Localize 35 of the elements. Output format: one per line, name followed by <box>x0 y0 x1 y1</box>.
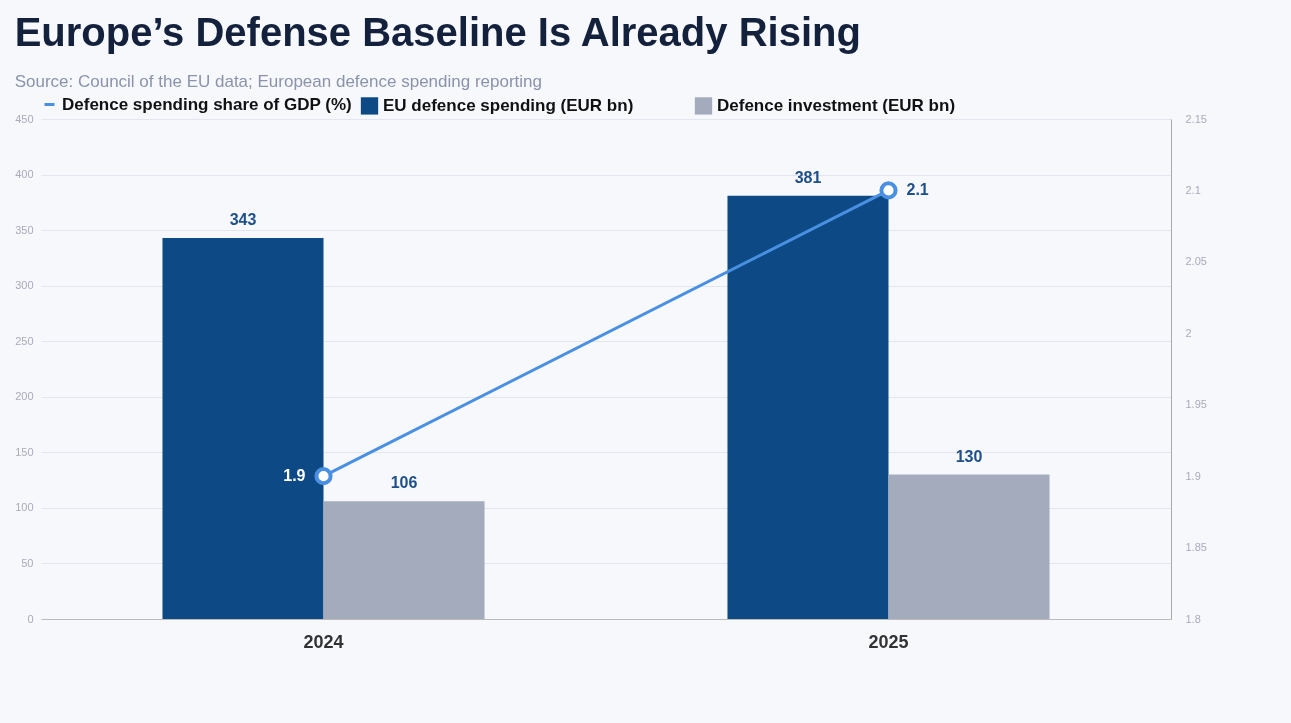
y-tick-label: 250 <box>15 334 34 347</box>
y2-tick-label: 1.8 <box>1185 612 1201 625</box>
legend-label: Defence spending share of GDP (%) <box>62 94 352 114</box>
y2-tick-label: 2.05 <box>1185 255 1207 268</box>
y2-tick-label: 1.95 <box>1185 398 1207 411</box>
y-tick-label: 100 <box>15 501 34 514</box>
data-label: 343 <box>229 210 257 228</box>
bar <box>323 501 485 619</box>
data-label: 130 <box>955 447 983 465</box>
chart-title: Europe’s Defense Baseline Is Already Rising <box>14 10 861 54</box>
data-label: 106 <box>390 474 418 492</box>
legend-label: Defence investment (EUR bn) <box>717 95 956 115</box>
y2-tick-label: 2.15 <box>1185 112 1207 125</box>
y-tick-label: 350 <box>15 223 34 236</box>
y-tick-label: 0 <box>27 612 34 625</box>
y-tick-label: 300 <box>15 279 34 292</box>
legend-label: EU defence spending (EUR bn) <box>383 95 634 115</box>
y-tick-label: 50 <box>21 556 34 569</box>
bar <box>888 474 1050 619</box>
y2-tick-label: 1.85 <box>1185 541 1207 554</box>
y-tick-label: 200 <box>15 390 34 403</box>
bar <box>727 195 889 619</box>
bar <box>162 237 324 619</box>
data-label: 2.1 <box>906 181 929 199</box>
y-tick-label: 400 <box>15 168 34 181</box>
y2-tick-label: 2 <box>1185 326 1192 339</box>
y-tick-label: 450 <box>15 112 34 125</box>
source-note: Source: Council of the EU data; European defence spending reporting <box>14 72 543 91</box>
x-tick-label: 2025 <box>868 631 909 652</box>
y2-tick-label: 1.9 <box>1185 469 1201 482</box>
x-tick-label: 2024 <box>303 631 344 652</box>
y-tick-label: 150 <box>15 445 34 458</box>
data-label: 1.9 <box>283 467 306 485</box>
data-label: 381 <box>794 168 822 186</box>
y2-tick-label: 2.1 <box>1185 183 1201 196</box>
